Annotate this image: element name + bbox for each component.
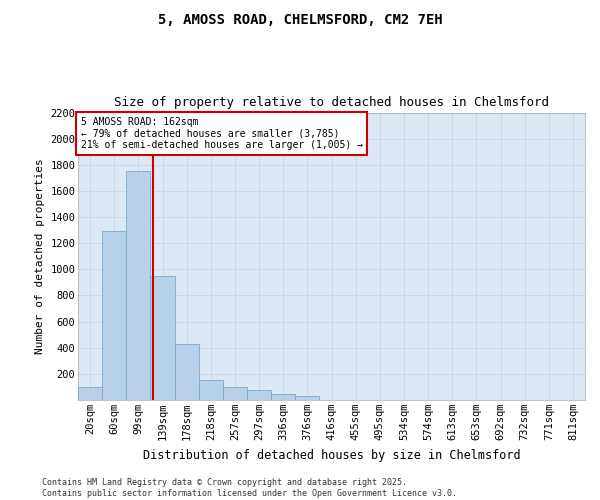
Bar	[175, 344, 199, 400]
Text: 5, AMOSS ROAD, CHELMSFORD, CM2 7EH: 5, AMOSS ROAD, CHELMSFORD, CM2 7EH	[158, 12, 442, 26]
Bar	[102, 232, 126, 400]
Bar	[78, 387, 102, 400]
X-axis label: Distribution of detached houses by size in Chelmsford: Distribution of detached houses by size …	[143, 448, 520, 462]
Bar	[199, 380, 223, 400]
Bar	[126, 172, 151, 400]
Bar	[271, 394, 295, 400]
Bar	[151, 276, 175, 400]
Title: Size of property relative to detached houses in Chelmsford: Size of property relative to detached ho…	[114, 96, 549, 108]
Bar	[223, 387, 247, 400]
Text: Contains HM Land Registry data © Crown copyright and database right 2025.
Contai: Contains HM Land Registry data © Crown c…	[42, 478, 457, 498]
Y-axis label: Number of detached properties: Number of detached properties	[35, 158, 44, 354]
Bar	[295, 396, 319, 400]
Text: 5 AMOSS ROAD: 162sqm
← 79% of detached houses are smaller (3,785)
21% of semi-de: 5 AMOSS ROAD: 162sqm ← 79% of detached h…	[80, 117, 362, 150]
Bar	[247, 390, 271, 400]
